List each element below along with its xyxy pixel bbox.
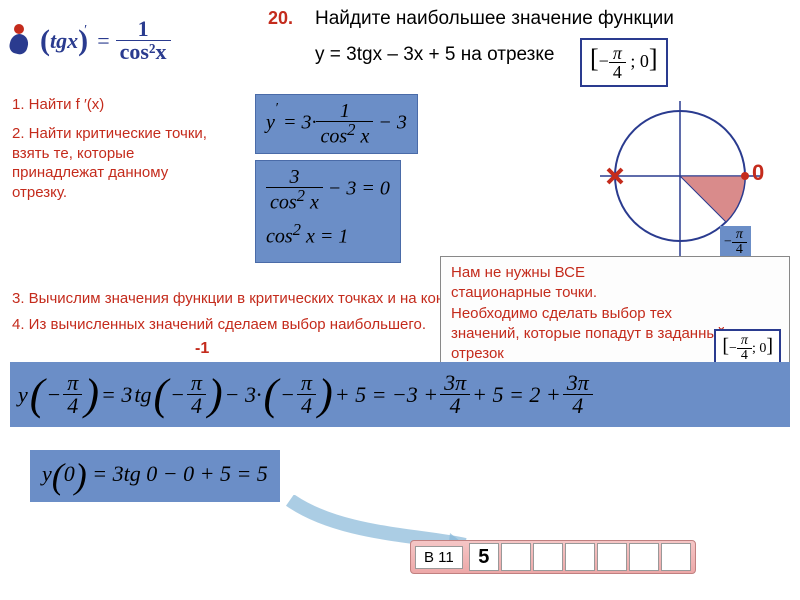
note-line2: стационарные точки. bbox=[451, 283, 779, 303]
info-icon bbox=[10, 28, 36, 54]
identity-formula: ( tgx ) ′ = 1 cos²x bbox=[10, 18, 171, 63]
eval-zero-box: y(0) = 3tg 0 − 0 + 5 = 5 bbox=[30, 450, 280, 502]
note-line3: Необходимо сделать выбор тех bbox=[451, 304, 779, 324]
answer-cell[interactable] bbox=[629, 543, 659, 571]
task-text: Найдите наибольшее значение функции bbox=[315, 8, 674, 30]
minus-one: -1 bbox=[195, 340, 209, 358]
note-line1: Нам не нужны ВСЕ bbox=[451, 263, 779, 283]
zero-on-circle: 0 bbox=[752, 160, 764, 186]
function-text: y = 3tgx – 3x + 5 на отрезке bbox=[315, 44, 554, 66]
note-box: Нам не нужны ВСЕ стационарные точки. Нео… bbox=[440, 256, 790, 376]
answer-cell[interactable] bbox=[661, 543, 691, 571]
answer-cell[interactable] bbox=[501, 543, 531, 571]
answer-strip: В 11 5 bbox=[410, 540, 696, 574]
answer-cell[interactable] bbox=[533, 543, 563, 571]
long-equation: y ( −π4 ) = 3tg ( −π4 ) − 3· ( −π4 ) + 5… bbox=[10, 362, 790, 427]
answer-label: В 11 bbox=[415, 546, 463, 569]
answer-cell[interactable]: 5 bbox=[469, 543, 499, 571]
unit-circle: 0 −π4 bbox=[590, 96, 770, 271]
step-2: 2. Найти критические точки, взять те, ко… bbox=[12, 124, 222, 202]
problem-number: 20. bbox=[268, 8, 293, 29]
answer-cell[interactable] bbox=[597, 543, 627, 571]
step-1: 1. Найти f ′(x) bbox=[12, 96, 104, 113]
interval-box: [−π4 ; 0] bbox=[580, 38, 668, 87]
angle-label-box: −π4 bbox=[720, 226, 751, 259]
critical-box: 3cos2 x − 3 = 0 cos2 x = 1 bbox=[255, 160, 401, 263]
derivative-box: y′ = 3·1cos2 x − 3 bbox=[255, 94, 418, 154]
answer-cell[interactable] bbox=[565, 543, 595, 571]
